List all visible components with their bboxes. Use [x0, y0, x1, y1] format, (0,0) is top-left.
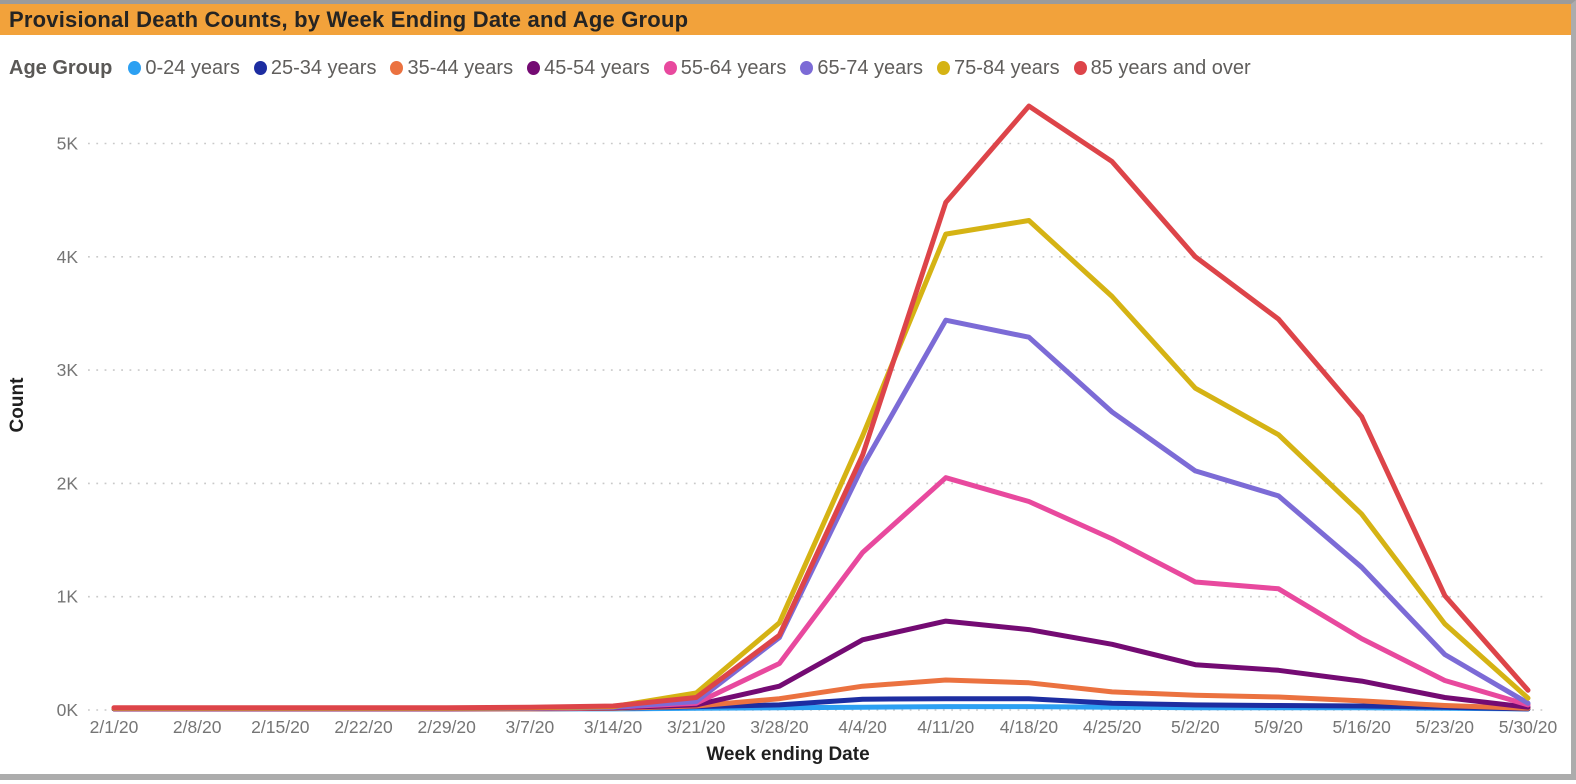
x-axis-title: Week ending Date — [706, 744, 870, 765]
y-tick-label: 5K — [57, 134, 79, 154]
legend-item[interactable]: 55-64 years — [663, 56, 787, 80]
legend-item[interactable]: 65-74 years — [800, 57, 923, 80]
legend-items: 0-24 years 25-34 years 35-44 years 45-54 ye… — [128, 56, 1251, 80]
legend-swatch-icon — [128, 61, 142, 75]
legend-swatch-icon — [663, 61, 677, 75]
y-tick-label: 0K — [57, 700, 79, 720]
legend-swatch-icon — [800, 61, 814, 75]
legend-swatch-icon — [936, 61, 950, 75]
legend-item-label: 55-64 years — [680, 56, 787, 79]
y-axis-title: Count — [7, 377, 28, 433]
x-tick-label: 4/18/20 — [1000, 717, 1059, 737]
x-tick-label: 3/21/20 — [667, 717, 726, 737]
legend-item-label: 65-74 years — [817, 56, 923, 79]
legend-item[interactable]: 0-24 years — [128, 57, 240, 80]
x-tick-label: 5/30/20 — [1499, 717, 1558, 737]
chart-title: Provisional Death Counts, by Week Ending… — [9, 6, 689, 32]
legend-item[interactable]: 25-34 years — [253, 56, 377, 80]
legend-item[interactable]: 45-54 years — [527, 57, 650, 80]
x-tick-label: 4/4/20 — [838, 717, 887, 737]
legend-swatch-icon — [1073, 61, 1087, 75]
x-tick-label: 2/1/20 — [90, 717, 139, 737]
line-chart: 0K 1K 2K 3K 4K 5K 2/1/20 2/8/20 2/15/20 2/22/20 2/… — [57, 103, 1558, 737]
legend-swatch-icon — [527, 61, 541, 75]
legend-item[interactable]: 85 years and over — [1073, 56, 1251, 80]
legend-swatch-icon — [390, 61, 404, 75]
legend-item-label: 0-24 years — [145, 56, 240, 79]
x-tick-label: 3/7/20 — [506, 717, 555, 737]
y-tick-label: 1K — [57, 587, 79, 607]
x-tick-label: 2/29/20 — [418, 717, 477, 737]
x-tick-label: 2/22/20 — [334, 717, 393, 737]
x-tick-label: 3/28/20 — [750, 717, 809, 737]
series-line-45-54-years[interactable] — [111, 618, 1531, 712]
legend-swatch-icon — [253, 61, 267, 75]
x-tick-label: 5/16/20 — [1332, 717, 1391, 737]
legend-title: Age Group — [9, 56, 113, 79]
legend-item[interactable]: 75-84 years — [936, 56, 1060, 80]
x-tick-label: 5/9/20 — [1254, 717, 1303, 737]
x-tick-label: 2/15/20 — [251, 717, 310, 737]
x-tick-label: 2/8/20 — [173, 717, 222, 737]
series-line-65-74-years[interactable] — [111, 317, 1531, 711]
y-tick-label: 3K — [57, 360, 79, 380]
legend-item-label: 25-34 years — [270, 56, 377, 79]
legend-item-label: 75-84 years — [953, 56, 1060, 79]
legend: Age Group 0-24 years 25-34 years 35-44 yea… — [9, 54, 1251, 82]
x-tick-label: 3/14/20 — [584, 717, 643, 737]
legend-item-label: 85 years and over — [1090, 56, 1251, 79]
x-tick-label: 5/2/20 — [1171, 717, 1220, 737]
legend-item[interactable]: 35-44 years — [390, 57, 513, 80]
x-tick-label: 5/23/20 — [1416, 717, 1475, 737]
x-tick-label: 4/11/20 — [917, 717, 974, 737]
y-tick-label: 2K — [57, 473, 79, 493]
legend-item-label: 45-54 years — [544, 56, 650, 79]
y-tick-label: 4K — [57, 247, 79, 267]
series-line-85-years-and-over[interactable] — [111, 103, 1531, 711]
series-line-75-84-years[interactable] — [111, 218, 1531, 711]
chart-title-bar: Provisional Death Counts, by Week Ending… — [0, 4, 1571, 35]
legend-item-label: 35-44 years — [407, 56, 514, 79]
x-tick-label: 4/25/20 — [1083, 717, 1142, 737]
